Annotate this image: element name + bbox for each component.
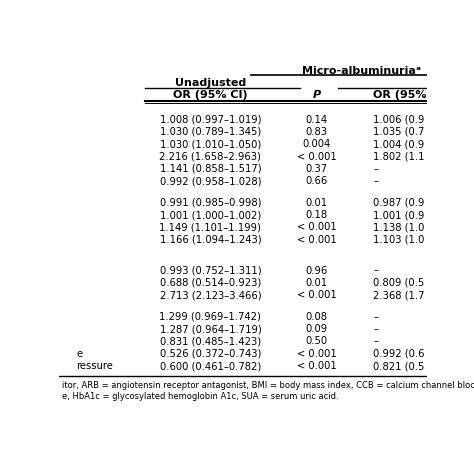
Text: –: – [373, 337, 378, 346]
Text: 0.821 (0.5: 0.821 (0.5 [373, 361, 425, 371]
Text: 0.987 (0.9: 0.987 (0.9 [373, 198, 425, 208]
Text: 1.001 (1.000–1.002): 1.001 (1.000–1.002) [160, 210, 261, 220]
Text: 0.004: 0.004 [302, 139, 331, 149]
Text: –: – [373, 265, 378, 275]
Text: 0.992 (0.958–1.028): 0.992 (0.958–1.028) [160, 176, 261, 186]
Text: 0.993 (0.752–1.311): 0.993 (0.752–1.311) [160, 265, 261, 275]
Text: P: P [312, 90, 320, 100]
Text: –: – [373, 324, 378, 334]
Text: 1.299 (0.969–1.742): 1.299 (0.969–1.742) [159, 312, 261, 322]
Text: –: – [373, 176, 378, 186]
Text: 0.08: 0.08 [306, 312, 328, 322]
Text: 1.030 (0.789–1.345): 1.030 (0.789–1.345) [160, 127, 261, 137]
Text: 1.141 (0.858–1.517): 1.141 (0.858–1.517) [160, 164, 261, 174]
Text: 2.368 (1.7: 2.368 (1.7 [373, 290, 425, 300]
Text: < 0.001: < 0.001 [297, 290, 337, 300]
Text: Unadjusted: Unadjusted [175, 78, 246, 88]
Text: 0.09: 0.09 [305, 324, 328, 334]
Text: 0.992 (0.6: 0.992 (0.6 [373, 349, 425, 359]
Text: e, HbA1c = glycosylated hemoglobin A1c, SUA = serum uric acid.: e, HbA1c = glycosylated hemoglobin A1c, … [63, 392, 339, 401]
Text: 0.991 (0.985–0.998): 0.991 (0.985–0.998) [160, 198, 261, 208]
Text: ressure: ressure [76, 361, 113, 371]
Text: 0.526 (0.372–0.743): 0.526 (0.372–0.743) [160, 349, 261, 359]
Text: 0.37: 0.37 [305, 164, 328, 174]
Text: < 0.001: < 0.001 [297, 361, 337, 371]
Text: 2.713 (2.123–3.466): 2.713 (2.123–3.466) [160, 290, 261, 300]
Text: itor, ARB = angiotensin receptor antagonist, BMI = body mass index, CCB = calciu: itor, ARB = angiotensin receptor antagon… [63, 381, 474, 390]
Text: 0.96: 0.96 [305, 265, 328, 275]
Text: OR (95% CI): OR (95% CI) [173, 90, 248, 100]
Text: –: – [373, 312, 378, 322]
Text: 0.809 (0.5: 0.809 (0.5 [373, 278, 424, 288]
Text: 0.83: 0.83 [306, 127, 328, 137]
Text: 1.004 (0.9: 1.004 (0.9 [373, 139, 424, 149]
Text: –: – [373, 164, 378, 174]
Text: 0.50: 0.50 [305, 337, 328, 346]
Text: 1.008 (0.997–1.019): 1.008 (0.997–1.019) [160, 115, 261, 125]
Text: 1.149 (1.101–1.199): 1.149 (1.101–1.199) [159, 222, 261, 232]
Text: 1.001 (0.9: 1.001 (0.9 [373, 210, 425, 220]
Text: 1.103 (1.0: 1.103 (1.0 [373, 235, 425, 245]
Text: 1.138 (1.0: 1.138 (1.0 [373, 222, 425, 232]
Text: OR (95%: OR (95% [373, 90, 427, 100]
Text: 1.166 (1.094–1.243): 1.166 (1.094–1.243) [160, 235, 261, 245]
Text: 0.600 (0.461–0.782): 0.600 (0.461–0.782) [160, 361, 261, 371]
Text: < 0.001: < 0.001 [297, 349, 337, 359]
Text: 1.802 (1.1: 1.802 (1.1 [373, 152, 425, 162]
Text: e: e [76, 349, 82, 359]
Text: 1.287 (0.964–1.719): 1.287 (0.964–1.719) [159, 324, 261, 334]
Text: 0.18: 0.18 [305, 210, 328, 220]
Text: 2.216 (1.658–2.963): 2.216 (1.658–2.963) [159, 152, 261, 162]
Text: 0.831 (0.485–1.423): 0.831 (0.485–1.423) [160, 337, 261, 346]
Text: 0.688 (0.514–0.923): 0.688 (0.514–0.923) [160, 278, 261, 288]
Text: 0.66: 0.66 [305, 176, 328, 186]
Text: Micro-albuminuriaᵃ: Micro-albuminuriaᵃ [302, 66, 421, 76]
Text: 0.01: 0.01 [305, 198, 328, 208]
Text: 1.035 (0.7: 1.035 (0.7 [373, 127, 425, 137]
Text: 0.14: 0.14 [305, 115, 328, 125]
Text: < 0.001: < 0.001 [297, 222, 337, 232]
Text: 1.030 (1.010–1.050): 1.030 (1.010–1.050) [160, 139, 261, 149]
Text: 1.006 (0.9: 1.006 (0.9 [373, 115, 425, 125]
Text: 0.01: 0.01 [305, 278, 328, 288]
Text: < 0.001: < 0.001 [297, 235, 337, 245]
Text: < 0.001: < 0.001 [297, 152, 337, 162]
